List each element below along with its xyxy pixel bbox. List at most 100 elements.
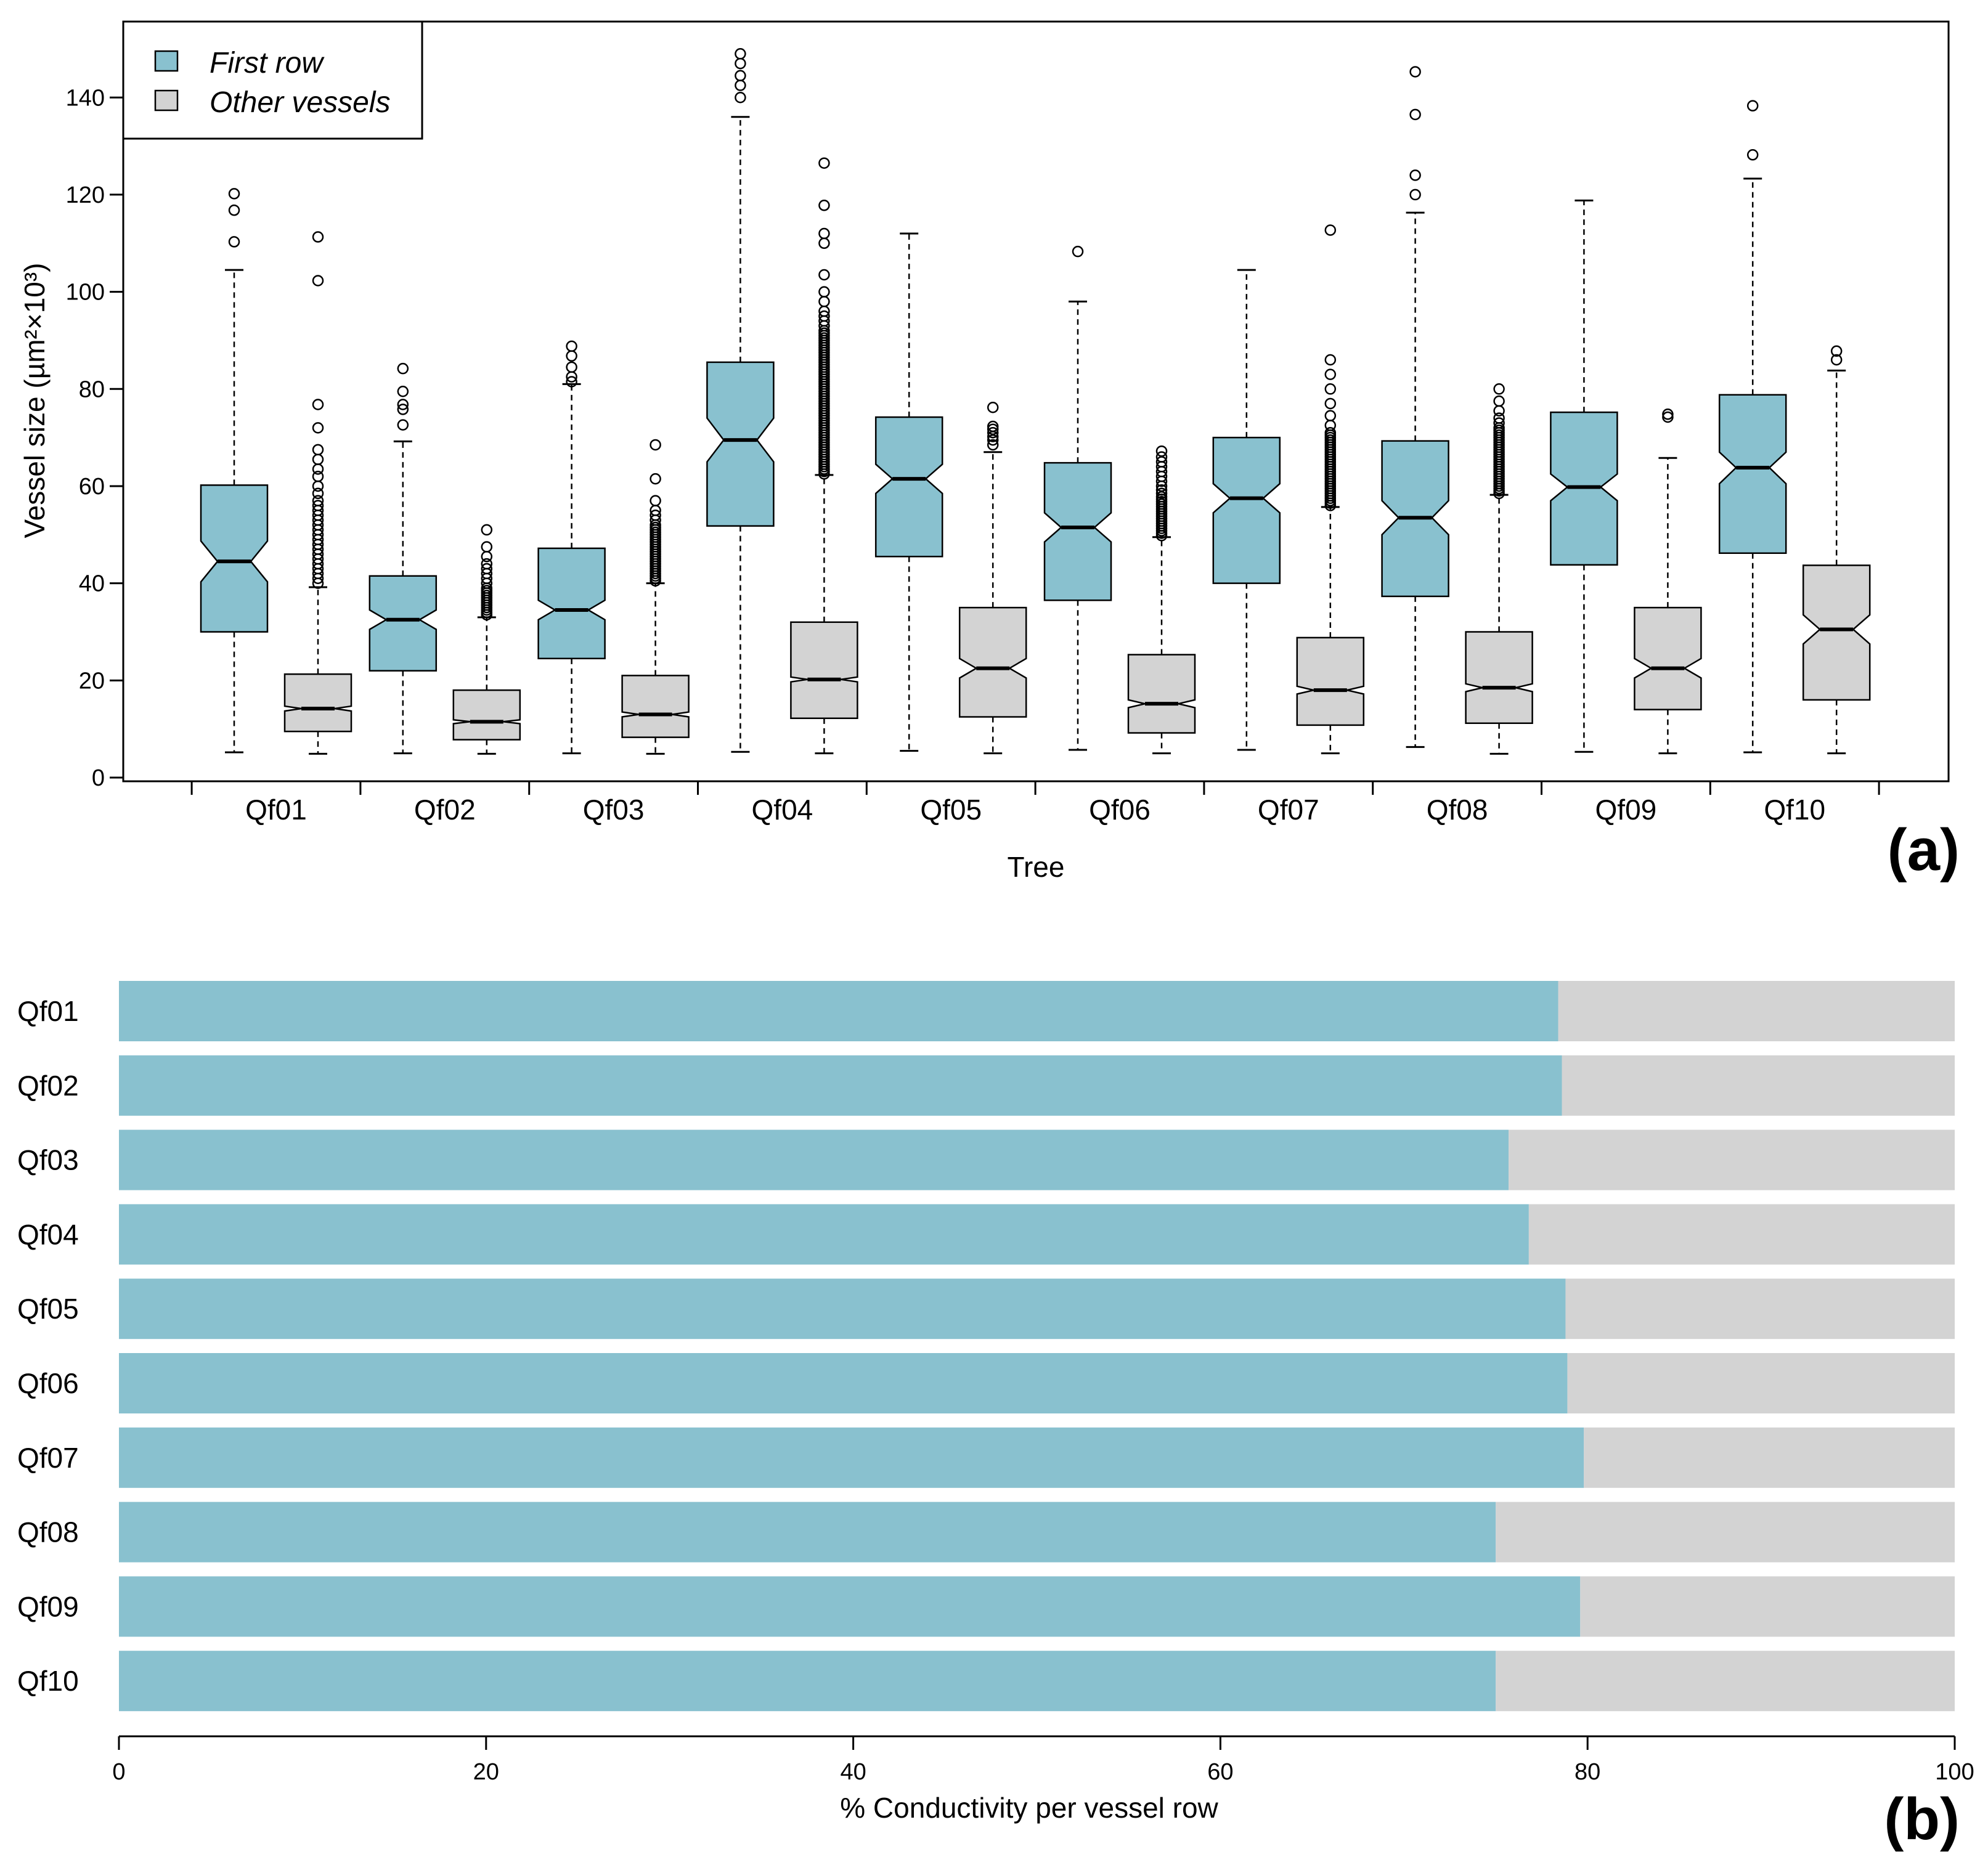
x-tick-label: 80 [1575, 1759, 1600, 1785]
outlier-point [228, 236, 240, 248]
outlier-point [650, 495, 661, 506]
y-category-label-qf01: Qf01 [17, 995, 79, 1027]
outlier-point [397, 385, 409, 397]
panel-a-x-axis-title: Tree [1008, 851, 1065, 883]
panel-b-x-axis-title: % Conductivity per vessel row [840, 1792, 1218, 1824]
outlier-point [1324, 426, 1337, 439]
bar-first-row-qf07 [119, 1427, 1584, 1488]
outlier-point [735, 92, 746, 104]
outlier-point [735, 70, 746, 82]
bar-first-row-qf03 [119, 1129, 1509, 1190]
outlier-point [818, 200, 830, 211]
box-other-vessels-qf02 [452, 524, 521, 755]
outlier-point [1409, 108, 1421, 121]
outlier-point [1155, 451, 1168, 463]
box-other-vessels-qf07 [1296, 224, 1365, 755]
y-category-label-qf03: Qf03 [17, 1144, 79, 1176]
outlier-point [818, 286, 830, 298]
y-category-label-qf06: Qf06 [17, 1367, 79, 1399]
bar-first-row-qf08 [119, 1502, 1496, 1563]
outlier-point [1155, 487, 1168, 500]
outlier-point [1493, 383, 1505, 395]
bar-other-vessels-qf10 [1496, 1651, 1955, 1712]
bar-other-vessels-qf02 [1562, 1055, 1955, 1116]
outlier-point [1155, 456, 1168, 468]
outlier-point [312, 275, 324, 287]
box-first-row-qf05 [874, 232, 943, 752]
outlier-point [312, 453, 324, 465]
y-tick-label: 40 [79, 571, 105, 597]
box-body [1802, 564, 1871, 701]
outlier-point [1324, 383, 1337, 395]
outlier-point [1830, 345, 1843, 357]
box-first-row-qf04 [706, 48, 775, 753]
box-body [537, 547, 606, 660]
panel-a-tag: (a) [1888, 817, 1960, 883]
outlier-point [1324, 354, 1337, 366]
x-tick-label-qf05: Qf05 [920, 794, 982, 826]
outlier-point [1409, 169, 1421, 181]
x-tick-label-qf01: Qf01 [245, 794, 307, 826]
box-body [369, 575, 438, 672]
y-tick-label: 140 [66, 85, 105, 111]
bar-other-vessels-qf01 [1558, 981, 1955, 1041]
outlier-point [735, 48, 746, 60]
legend-frame [122, 20, 423, 140]
y-category-label-qf04: Qf04 [17, 1218, 79, 1250]
outlier-point [1746, 100, 1759, 112]
outlier-point [312, 444, 324, 456]
bar-other-vessels-qf05 [1565, 1279, 1955, 1340]
box-first-row-qf10 [1718, 100, 1787, 754]
y-tick-label: 0 [92, 765, 105, 791]
panel-a-y-axis-title: Vessel size (µm²×10³) [18, 262, 51, 538]
box-body [452, 689, 521, 741]
outlier-point [735, 57, 746, 70]
outlier-point [987, 426, 999, 439]
box-first-row-qf08 [1381, 66, 1449, 748]
panel-b-y-axis: Qf01 Qf02 Qf03 Qf04 Qf05 Qf06 Qf07 Qf08 Qf09 Qf10 [17, 995, 79, 1697]
outlier-point [228, 204, 240, 216]
outlier-point [312, 487, 324, 500]
outlier-point [735, 79, 746, 91]
outlier-point [818, 227, 830, 240]
outlier-point [1324, 368, 1337, 380]
box-other-vessels-qf08 [1465, 383, 1533, 755]
x-tick-label-qf02: Qf02 [414, 794, 476, 826]
outlier-point [481, 558, 493, 570]
outlier-point [650, 439, 661, 451]
y-category-label-qf10: Qf10 [17, 1665, 79, 1697]
box-body [874, 416, 943, 558]
box-body [1634, 606, 1702, 710]
outlier-point [312, 399, 324, 410]
x-tick-label-qf06: Qf06 [1089, 794, 1151, 826]
x-tick-label: 20 [473, 1759, 499, 1785]
box-other-vessels-qf03 [621, 439, 690, 755]
panel-b-x-axis: 0 20 40 60 80 100 [112, 1735, 1974, 1785]
outlier-point [987, 401, 999, 413]
box-other-vessels-qf01 [283, 231, 352, 755]
y-category-label-qf05: Qf05 [17, 1293, 79, 1325]
x-tick-label: 100 [1935, 1759, 1974, 1785]
outlier-point [650, 510, 661, 521]
box-other-vessels-qf10 [1802, 345, 1871, 755]
outlier-point [987, 420, 999, 433]
bar-first-row-qf01 [119, 981, 1558, 1041]
outlier-point [312, 495, 324, 506]
y-tick-label: 120 [66, 182, 105, 208]
legend-swatch-other-vessels [154, 89, 179, 112]
panel-b-stacked-bars: Qf01 Qf02 Qf03 Qf04 Qf05 Qf06 Qf07 Qf08 Qf09 Qf10… [17, 981, 1974, 1852]
y-tick-label: 20 [79, 668, 105, 694]
box-first-row-qf09 [1550, 199, 1618, 753]
legend: First row Other vessels [122, 20, 423, 140]
box-body [1127, 654, 1196, 734]
outlier-point [312, 480, 324, 492]
outlier-point [566, 376, 577, 388]
outlier-point [1662, 409, 1674, 420]
legend-label-first-row: First row [210, 47, 325, 79]
outlier-point [397, 419, 409, 431]
y-category-label-qf09: Qf09 [17, 1590, 79, 1622]
outlier-point [1324, 420, 1337, 431]
outlier-point [566, 340, 577, 352]
box-body [1296, 636, 1365, 726]
